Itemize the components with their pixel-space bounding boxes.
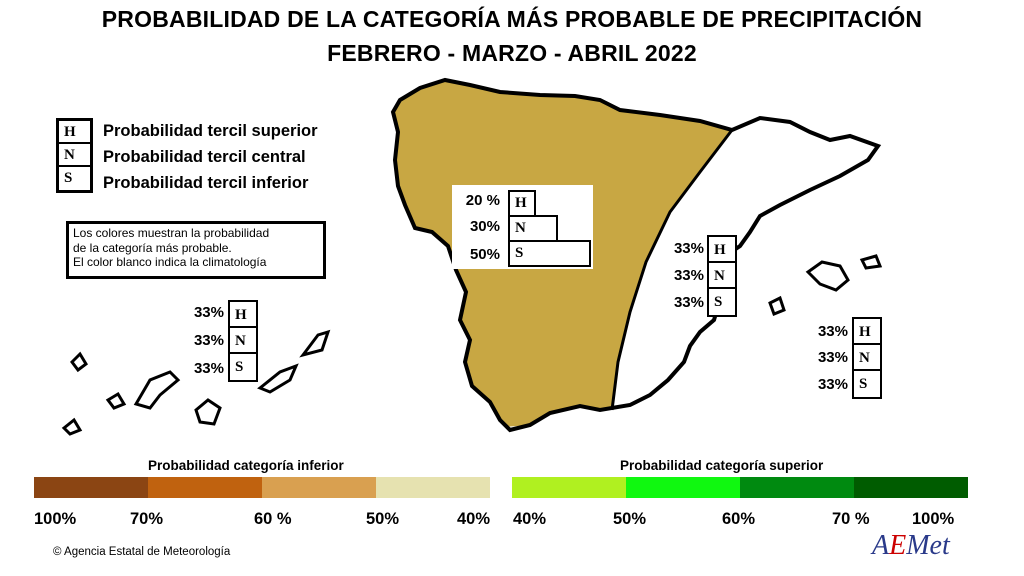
bar-letter: N [515, 220, 526, 236]
canary-n-pct: 33% [193, 332, 224, 349]
west-s-bar: S [508, 240, 591, 267]
legend-letter-n: N [59, 144, 90, 167]
box-letter: N [709, 263, 735, 289]
note-line: de la categoría más probable. [73, 240, 232, 255]
title-line1: PROBABILIDAD DE LA CATEGORÍA MÁS PROBABL… [101, 6, 923, 32]
note-line: El color blanco indica la climatología [73, 255, 267, 269]
superior-color-segment [854, 477, 968, 498]
west-n-bar: N [508, 215, 558, 242]
box-letter: S [859, 376, 868, 392]
title-line2: FEBRERO - MARZO - ABRIL 2022 [327, 40, 697, 66]
bar-letter: S [515, 245, 524, 261]
legend-label-central: Probabilidad tercil central [103, 148, 306, 166]
box-letter: H [230, 302, 256, 328]
inf-tick: 70% [130, 510, 164, 528]
box-letter: H [709, 237, 735, 263]
legend-label-superior: Probabilidad tercil superior [103, 122, 318, 140]
balearic-h-pct: 33% [817, 323, 848, 340]
east-h-pct: 33% [673, 240, 704, 257]
canary-h-pct: 33% [193, 304, 224, 321]
legend-label-inferior: Probabilidad tercil inferior [103, 174, 309, 192]
superior-color-segment [626, 477, 740, 498]
inferior-color-segment [376, 477, 490, 498]
box-letter: H [854, 319, 880, 345]
aemet-logo: AEMet [872, 530, 950, 561]
inf-tick: 100% [34, 510, 77, 528]
east-s-pct: 33% [673, 294, 704, 311]
inferior-color-segment [262, 477, 376, 498]
balearic-key-box: H N S [852, 317, 882, 399]
colorbar-inferior [34, 477, 490, 498]
box-letter: S [714, 294, 723, 310]
legend-key-box: H N S [56, 118, 93, 193]
colorbar-superior-title: Probabilidad categoría superior [620, 458, 824, 473]
legend-letter-s: S [64, 170, 73, 186]
sup-tick: 40% [513, 510, 547, 528]
credit: © Agencia Estatal de Meteorología [53, 546, 231, 558]
canary-s-pct: 33% [193, 360, 224, 377]
note-line: Los colores muestran la probabilidad [73, 226, 270, 240]
bar-letter: H [515, 195, 527, 211]
superior-color-segment [512, 477, 626, 498]
inferior-color-segment [34, 477, 148, 498]
west-h-bar: H [508, 190, 536, 217]
sup-tick: 50% [613, 510, 647, 528]
superior-color-segment [740, 477, 854, 498]
inferior-color-segment [148, 477, 262, 498]
balearic-s-pct: 33% [817, 376, 848, 393]
sup-tick: 60% [722, 510, 756, 528]
colorbar-inferior-title: Probabilidad categoría inferior [148, 458, 344, 473]
sup-tick: 70 % [832, 510, 870, 528]
canary-islands [61, 329, 331, 436]
legend-letter-h: H [59, 121, 90, 144]
legend-note: Los colores muestran la probabilidad de … [66, 221, 326, 279]
box-letter: N [854, 345, 880, 371]
inf-tick: 50% [366, 510, 400, 528]
east-n-pct: 33% [673, 267, 704, 284]
east-key-box: H N S [707, 235, 737, 317]
box-letter: S [235, 359, 244, 375]
west-n-pct: 30% [469, 218, 500, 235]
west-s-pct: 50% [469, 246, 500, 263]
canary-key-box: H N S [228, 300, 258, 382]
region-boundary [610, 129, 734, 411]
inf-tick: 60 % [254, 510, 292, 528]
west-h-pct: 20 % [465, 192, 500, 209]
colorbar-superior [512, 477, 968, 498]
box-letter: N [230, 328, 256, 354]
sup-tick: 100% [912, 510, 955, 528]
balearic-n-pct: 33% [817, 349, 848, 366]
inf-tick: 40% [457, 510, 491, 528]
balearic-islands [768, 254, 883, 316]
